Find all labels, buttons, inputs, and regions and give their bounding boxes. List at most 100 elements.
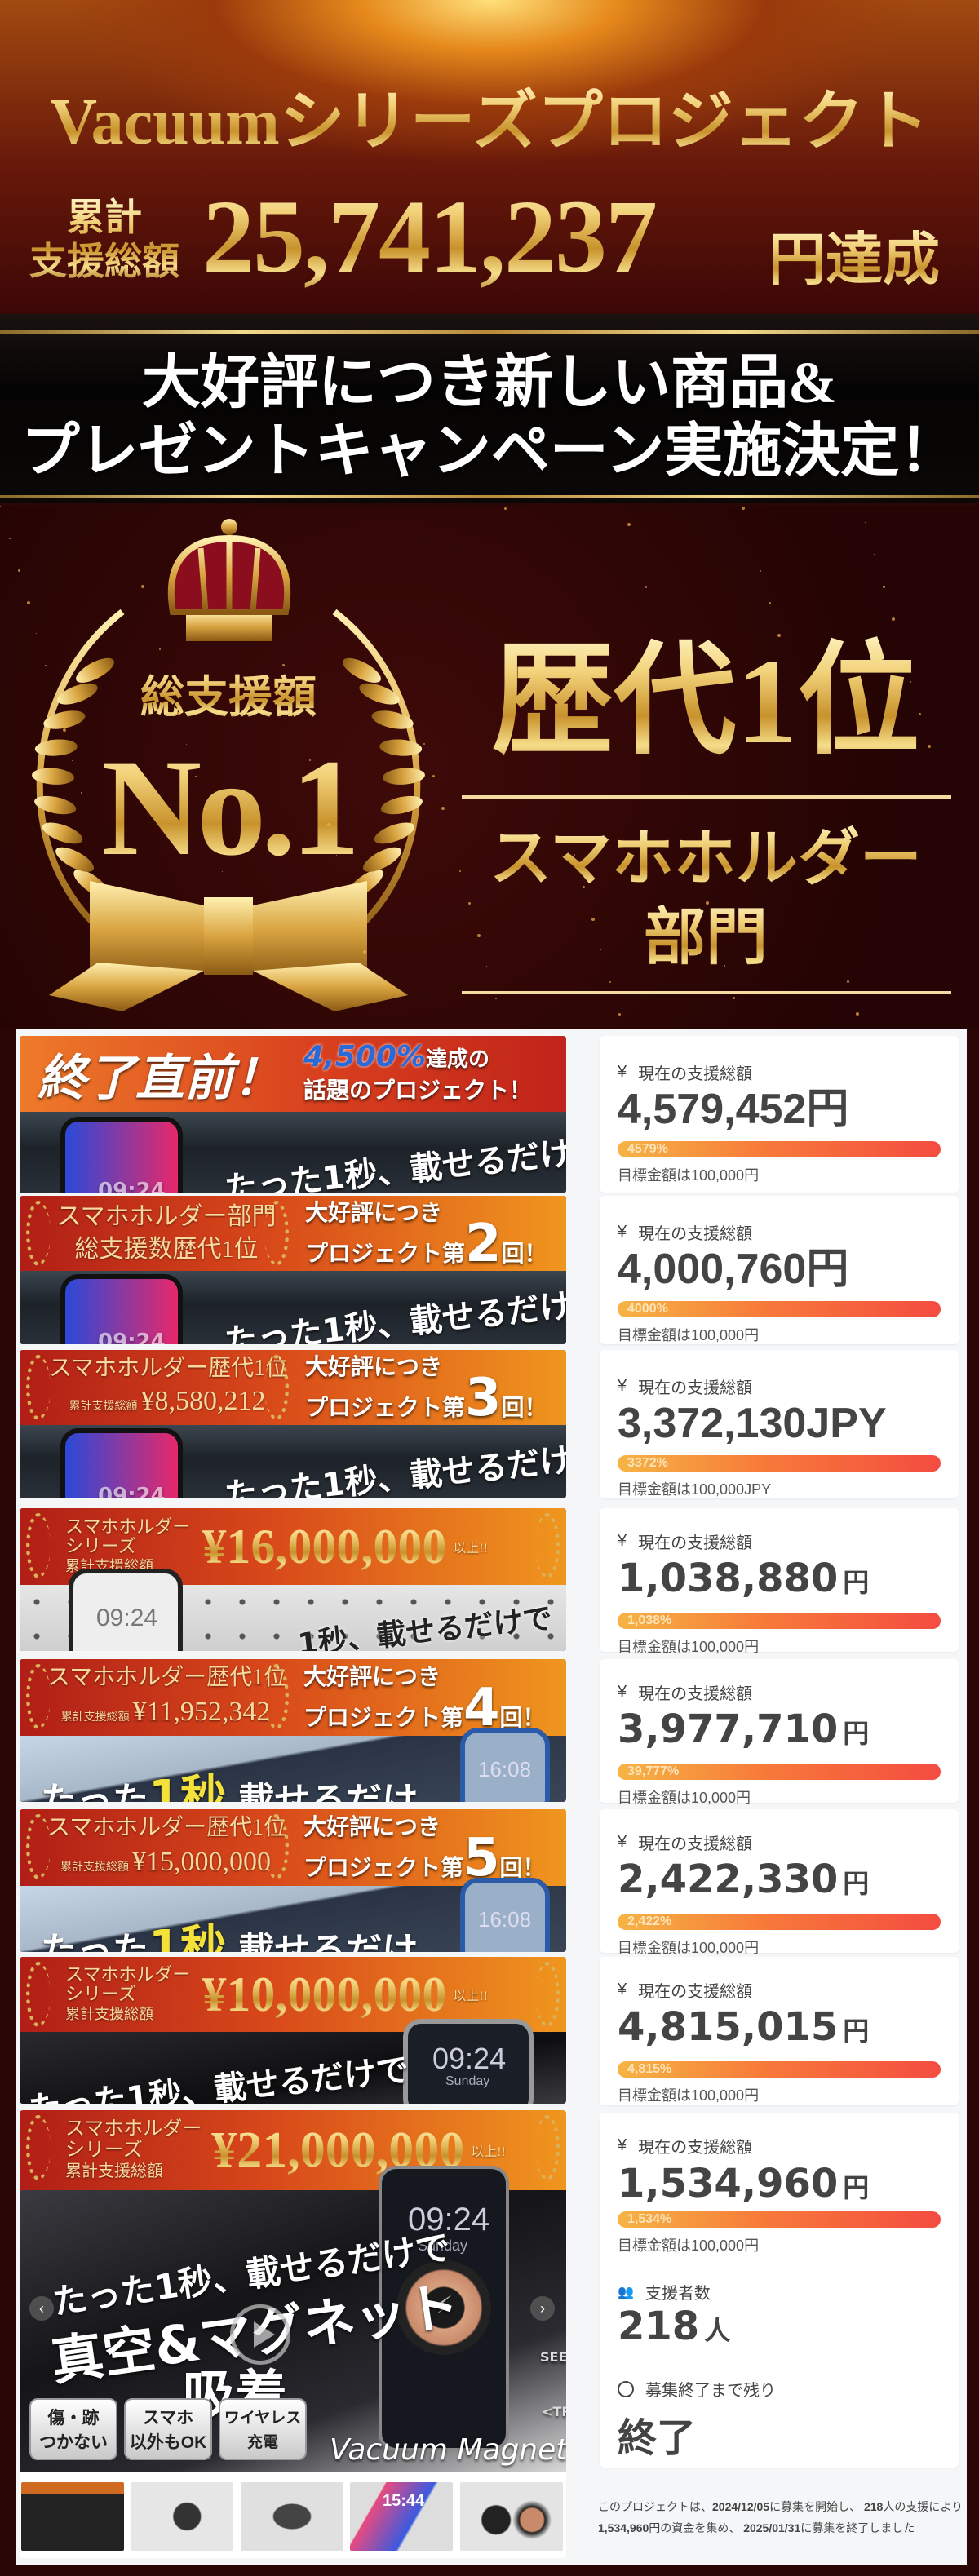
banner-round-suffix: 回！ <box>499 1704 546 1731</box>
sparkle <box>618 1013 621 1016</box>
laurel-icon <box>264 1814 289 1879</box>
laurel-leaf <box>359 683 400 705</box>
phone-image: 09:24 <box>69 1569 183 1651</box>
dash-label: SEEK <box>540 2349 566 2365</box>
laurel-leaf <box>380 795 423 815</box>
yen-icon: ¥ <box>618 1223 627 1241</box>
sparkle <box>327 823 330 826</box>
hero-banner: Vacuumシリーズプロジェクト 累計 支援総額 25,741,237 円達成 <box>0 0 979 318</box>
banner-left-line3: 累計支援総額 <box>65 2006 153 2022</box>
sparkle <box>742 507 745 510</box>
sparkle <box>159 648 161 650</box>
carousel-next-button[interactable]: › <box>530 2296 555 2321</box>
play-button[interactable] <box>230 2304 290 2365</box>
stat-card-6: ¥ 現在の支援総額 2,422,330 円 2,422% 目標金額は100,000円 <box>600 1809 959 1956</box>
project-banner-3[interactable]: スマホホルダー歴代1位 累計支援総額 ¥8,580,212 大好評につき プロジ… <box>20 1350 566 1498</box>
phone-image: 09:24 Sunday ⚡ <box>379 2166 509 2451</box>
laurel-leaf <box>76 657 114 683</box>
start-date: 2024/12/05 <box>712 2500 770 2513</box>
banner-header: スマホホルダー歴代1位 累計支援総額 ¥8,580,212 大好評につき プロジ… <box>20 1350 566 1425</box>
project-banner-4[interactable]: スマホホルダー シリーズ 累計支援総額 ¥16,000,000 以上!! 09:… <box>20 1508 566 1651</box>
banner-photo: 09:24 たった1秒、載せるだけで <box>20 1425 566 1498</box>
stat-amount-unit: 円 <box>843 2172 870 2203</box>
people-icon: 👥 <box>618 2285 634 2299</box>
gold-divider <box>0 330 979 334</box>
sparkle <box>574 854 575 856</box>
sparkle <box>282 664 285 666</box>
supporters-label-text: 支援者数 <box>645 2285 711 2303</box>
banner-round-prefix: プロジェクト第 <box>303 1704 464 1731</box>
laurel-icon <box>26 1355 51 1420</box>
stat-amount: 2,422,330 円 <box>618 1854 941 1909</box>
project-banner-5[interactable]: スマホホルダー歴代1位 累計支援総額 ¥11,952,342 大好評につき プロ… <box>20 1659 566 1802</box>
carousel-prev-button[interactable]: ‹ <box>29 2296 54 2321</box>
banner-left-small: 累計支援総額 <box>69 1400 138 1413</box>
laurel-icon <box>26 1513 51 1578</box>
stat-label-text: 現在の支援総額 <box>638 1534 753 1552</box>
sparkle <box>919 713 921 715</box>
banner-round-prefix: プロジェクト第 <box>303 1854 464 1881</box>
announcement-band: 大好評につき新しい商品& プレゼントキャンペーン実施決定！ <box>0 314 979 503</box>
banner-header: スマホホルダー歴代1位 累計支援総額 ¥15,000,000 大好評につき プロ… <box>20 1809 566 1886</box>
thumbnail-1[interactable] <box>21 2482 124 2551</box>
sparkle <box>354 918 357 921</box>
divider <box>462 795 951 799</box>
project-banner-7[interactable]: スマホホルダー シリーズ 累計支援総額 ¥10,000,000 以上!! 09:… <box>20 1957 566 2104</box>
thumbnail-3[interactable] <box>241 2482 343 2551</box>
sparkle <box>36 633 37 634</box>
announcement-line1: 大好評につき新しい商品& <box>142 350 837 415</box>
sparkle <box>706 901 709 905</box>
stat-amount-unit: 円 <box>843 2016 870 2047</box>
banner-amount-suffix: 以上!! <box>471 2145 506 2159</box>
thumbnail-4[interactable]: 15:44 <box>350 2482 453 2551</box>
dash-label: <TRA <box>542 2404 566 2419</box>
project-banner-6[interactable]: スマホホルダー歴代1位 累計支援総額 ¥15,000,000 大好評につき プロ… <box>20 1809 566 1952</box>
banner-photo: 09:24 1秒、載せるだけで <box>20 1569 566 1651</box>
sparkle <box>724 965 725 967</box>
gold-divider <box>0 495 979 498</box>
sparkle <box>874 554 875 555</box>
badge-rank: No.1 <box>82 726 375 889</box>
phone-day: Sunday <box>445 2074 490 2088</box>
stat-amount-unit: 円 <box>843 1718 870 1749</box>
supporters-count: 218 <box>863 2500 884 2513</box>
project-banner-2[interactable]: スマホホルダー部門 総支援数歴代1位 大好評につき プロジェクト第2回！ 09:… <box>20 1196 566 1344</box>
sparkle <box>45 665 47 666</box>
banner-round-number: 2 <box>465 1214 502 1274</box>
banner-tagline: 1秒、載せるだけで <box>296 1601 554 1651</box>
thumbnail-5[interactable] <box>460 2482 563 2551</box>
category-line2: 部門 <box>457 899 955 977</box>
stat-label: ¥ 現在の支援総額 <box>618 1680 941 1704</box>
banner-header: スマホホルダー部門 総支援数歴代1位 大好評につき プロジェクト第2回！ <box>20 1196 566 1271</box>
banner-tagline: たった1秒 載せるだけ <box>41 1910 418 1952</box>
banner-photo: 09:24 Sunday たった1秒、載せるだけで <box>20 2019 566 2104</box>
sparkle <box>222 871 223 872</box>
yen-icon: ¥ <box>618 2136 627 2154</box>
thumbnail-2[interactable] <box>131 2482 233 2551</box>
supporters-count: 218 人 <box>618 2304 941 2349</box>
stat-goal: 目標金額は100,000円 <box>618 1167 760 1184</box>
phone-image: 09:24 <box>60 1428 183 1498</box>
laurel-icon <box>26 2115 51 2180</box>
sparkle <box>459 870 461 872</box>
category-line1: スマホホルダー <box>457 820 955 898</box>
summary-text: に募集を開始し、 <box>769 2500 864 2513</box>
banner-round-number: 3 <box>465 1368 502 1428</box>
tagline-part: 載せるだけ <box>238 1930 419 1952</box>
progress-bar: 3372% <box>618 1455 941 1472</box>
sparkle <box>363 950 366 954</box>
phone-time: 16:08 <box>478 1757 532 1782</box>
sparkle <box>177 712 180 715</box>
clock-icon <box>618 2380 634 2397</box>
stat-card-1: ¥ 現在の支援総額 4,579,452円 4579% 目標金額は100,000円 <box>600 1036 959 1193</box>
stat-label: ¥ 現在の支援総額 <box>618 1374 941 1398</box>
stat-goal: 目標金額は100,000円 <box>618 1639 760 1655</box>
laurel-leaf <box>34 739 78 756</box>
sparkle <box>81 792 82 794</box>
sparkle <box>504 507 507 510</box>
sparkle <box>168 680 171 683</box>
project-banner-1[interactable]: 終了直前！ 4,500%達成の 話題のプロジェクト！ 09:24 たった1秒、載… <box>20 1036 566 1193</box>
total-label-line1: 累計 <box>67 197 142 238</box>
phone-image: 16:08 <box>460 1878 550 1952</box>
product-main-image[interactable]: 09:24 Sunday ⚡ SEEK <TRA たった1秒、載せるだけで 真空… <box>20 2166 566 2472</box>
